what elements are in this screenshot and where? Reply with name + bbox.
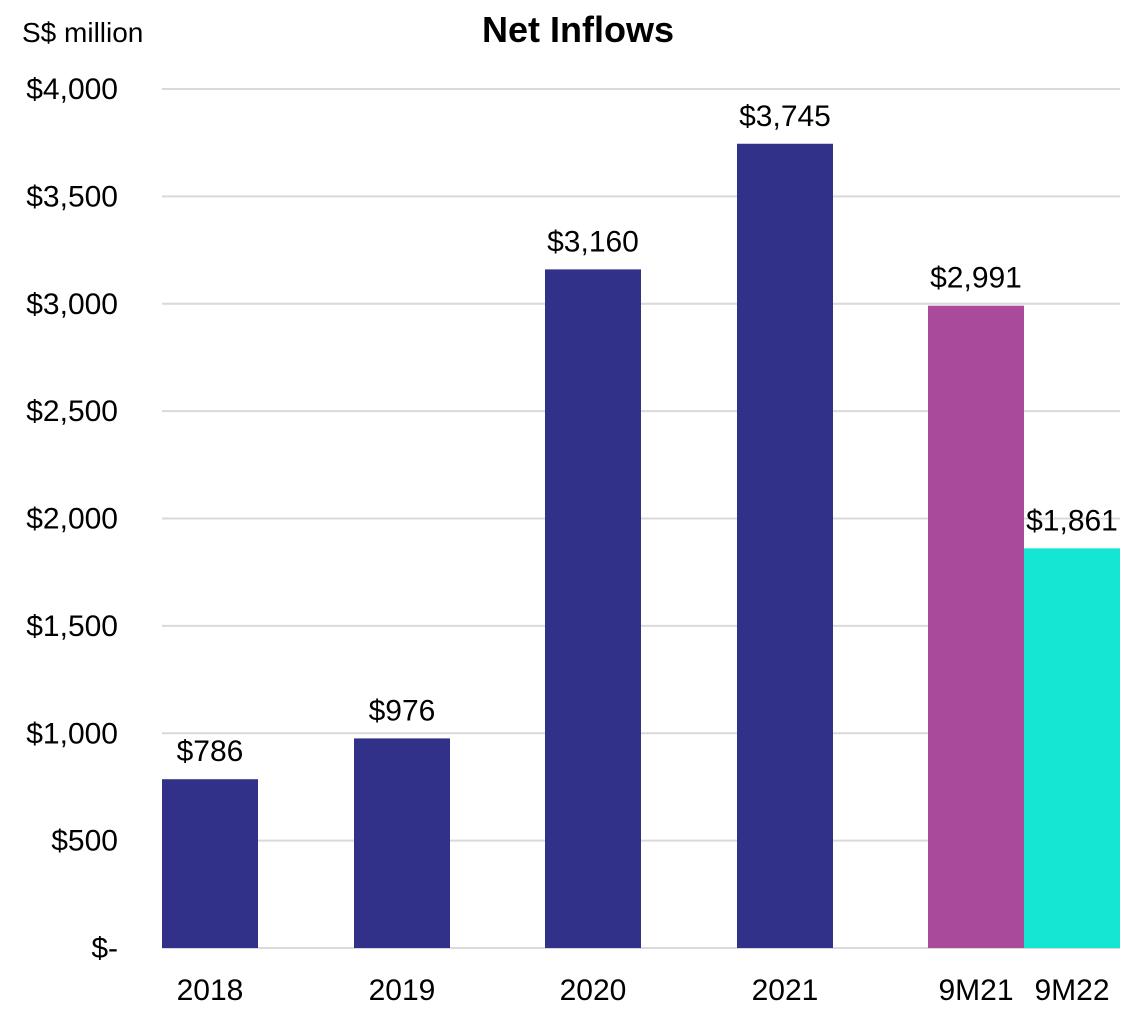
- data-label: $3,745: [739, 100, 831, 133]
- data-label: $2,991: [930, 262, 1022, 295]
- bar-2020: [545, 269, 641, 948]
- bar-2018: [162, 779, 258, 948]
- y-tick-label: $-: [91, 932, 118, 965]
- y-tick-label: $3,000: [26, 288, 118, 321]
- y-tick-label: $1,000: [26, 717, 118, 750]
- bar-9m22: [1024, 548, 1120, 948]
- y-tick-label: $500: [51, 825, 118, 858]
- data-label: $786: [177, 735, 244, 768]
- x-tick-label: 9M21: [938, 974, 1013, 1007]
- y-tick-label: $2,000: [26, 503, 118, 536]
- data-labels: $786 $976 $3,160 $3,745 $2,991 $1,861: [177, 100, 1118, 768]
- data-label: $976: [369, 694, 436, 727]
- y-tick-label: $2,500: [26, 395, 118, 428]
- x-tick-label: 2018: [177, 974, 244, 1007]
- y-axis-ticks: $- $500 $1,000 $1,500 $2,000 $2,500 $3,000 $3,5…: [26, 73, 118, 965]
- bars: [162, 143, 1120, 949]
- data-label: $1,861: [1026, 504, 1118, 537]
- bar-2019: [354, 738, 450, 948]
- x-tick-label: 2020: [560, 974, 627, 1007]
- bar-9m21: [928, 305, 1024, 948]
- y-tick-label: $3,500: [26, 180, 118, 213]
- x-tick-label: 9M22: [1034, 974, 1109, 1007]
- x-tick-label: 2021: [752, 974, 819, 1007]
- y-tick-label: $4,000: [26, 73, 118, 106]
- x-tick-label: 2019: [369, 974, 436, 1007]
- x-axis-ticks: 2018 2019 2020 2021 9M21 9M22: [177, 974, 1110, 1007]
- chart-title: Net Inflows: [482, 9, 674, 50]
- bar-2021: [737, 143, 833, 949]
- data-label: $3,160: [547, 225, 639, 258]
- unit-label: S$ million: [22, 17, 143, 48]
- y-tick-label: $1,500: [26, 610, 118, 643]
